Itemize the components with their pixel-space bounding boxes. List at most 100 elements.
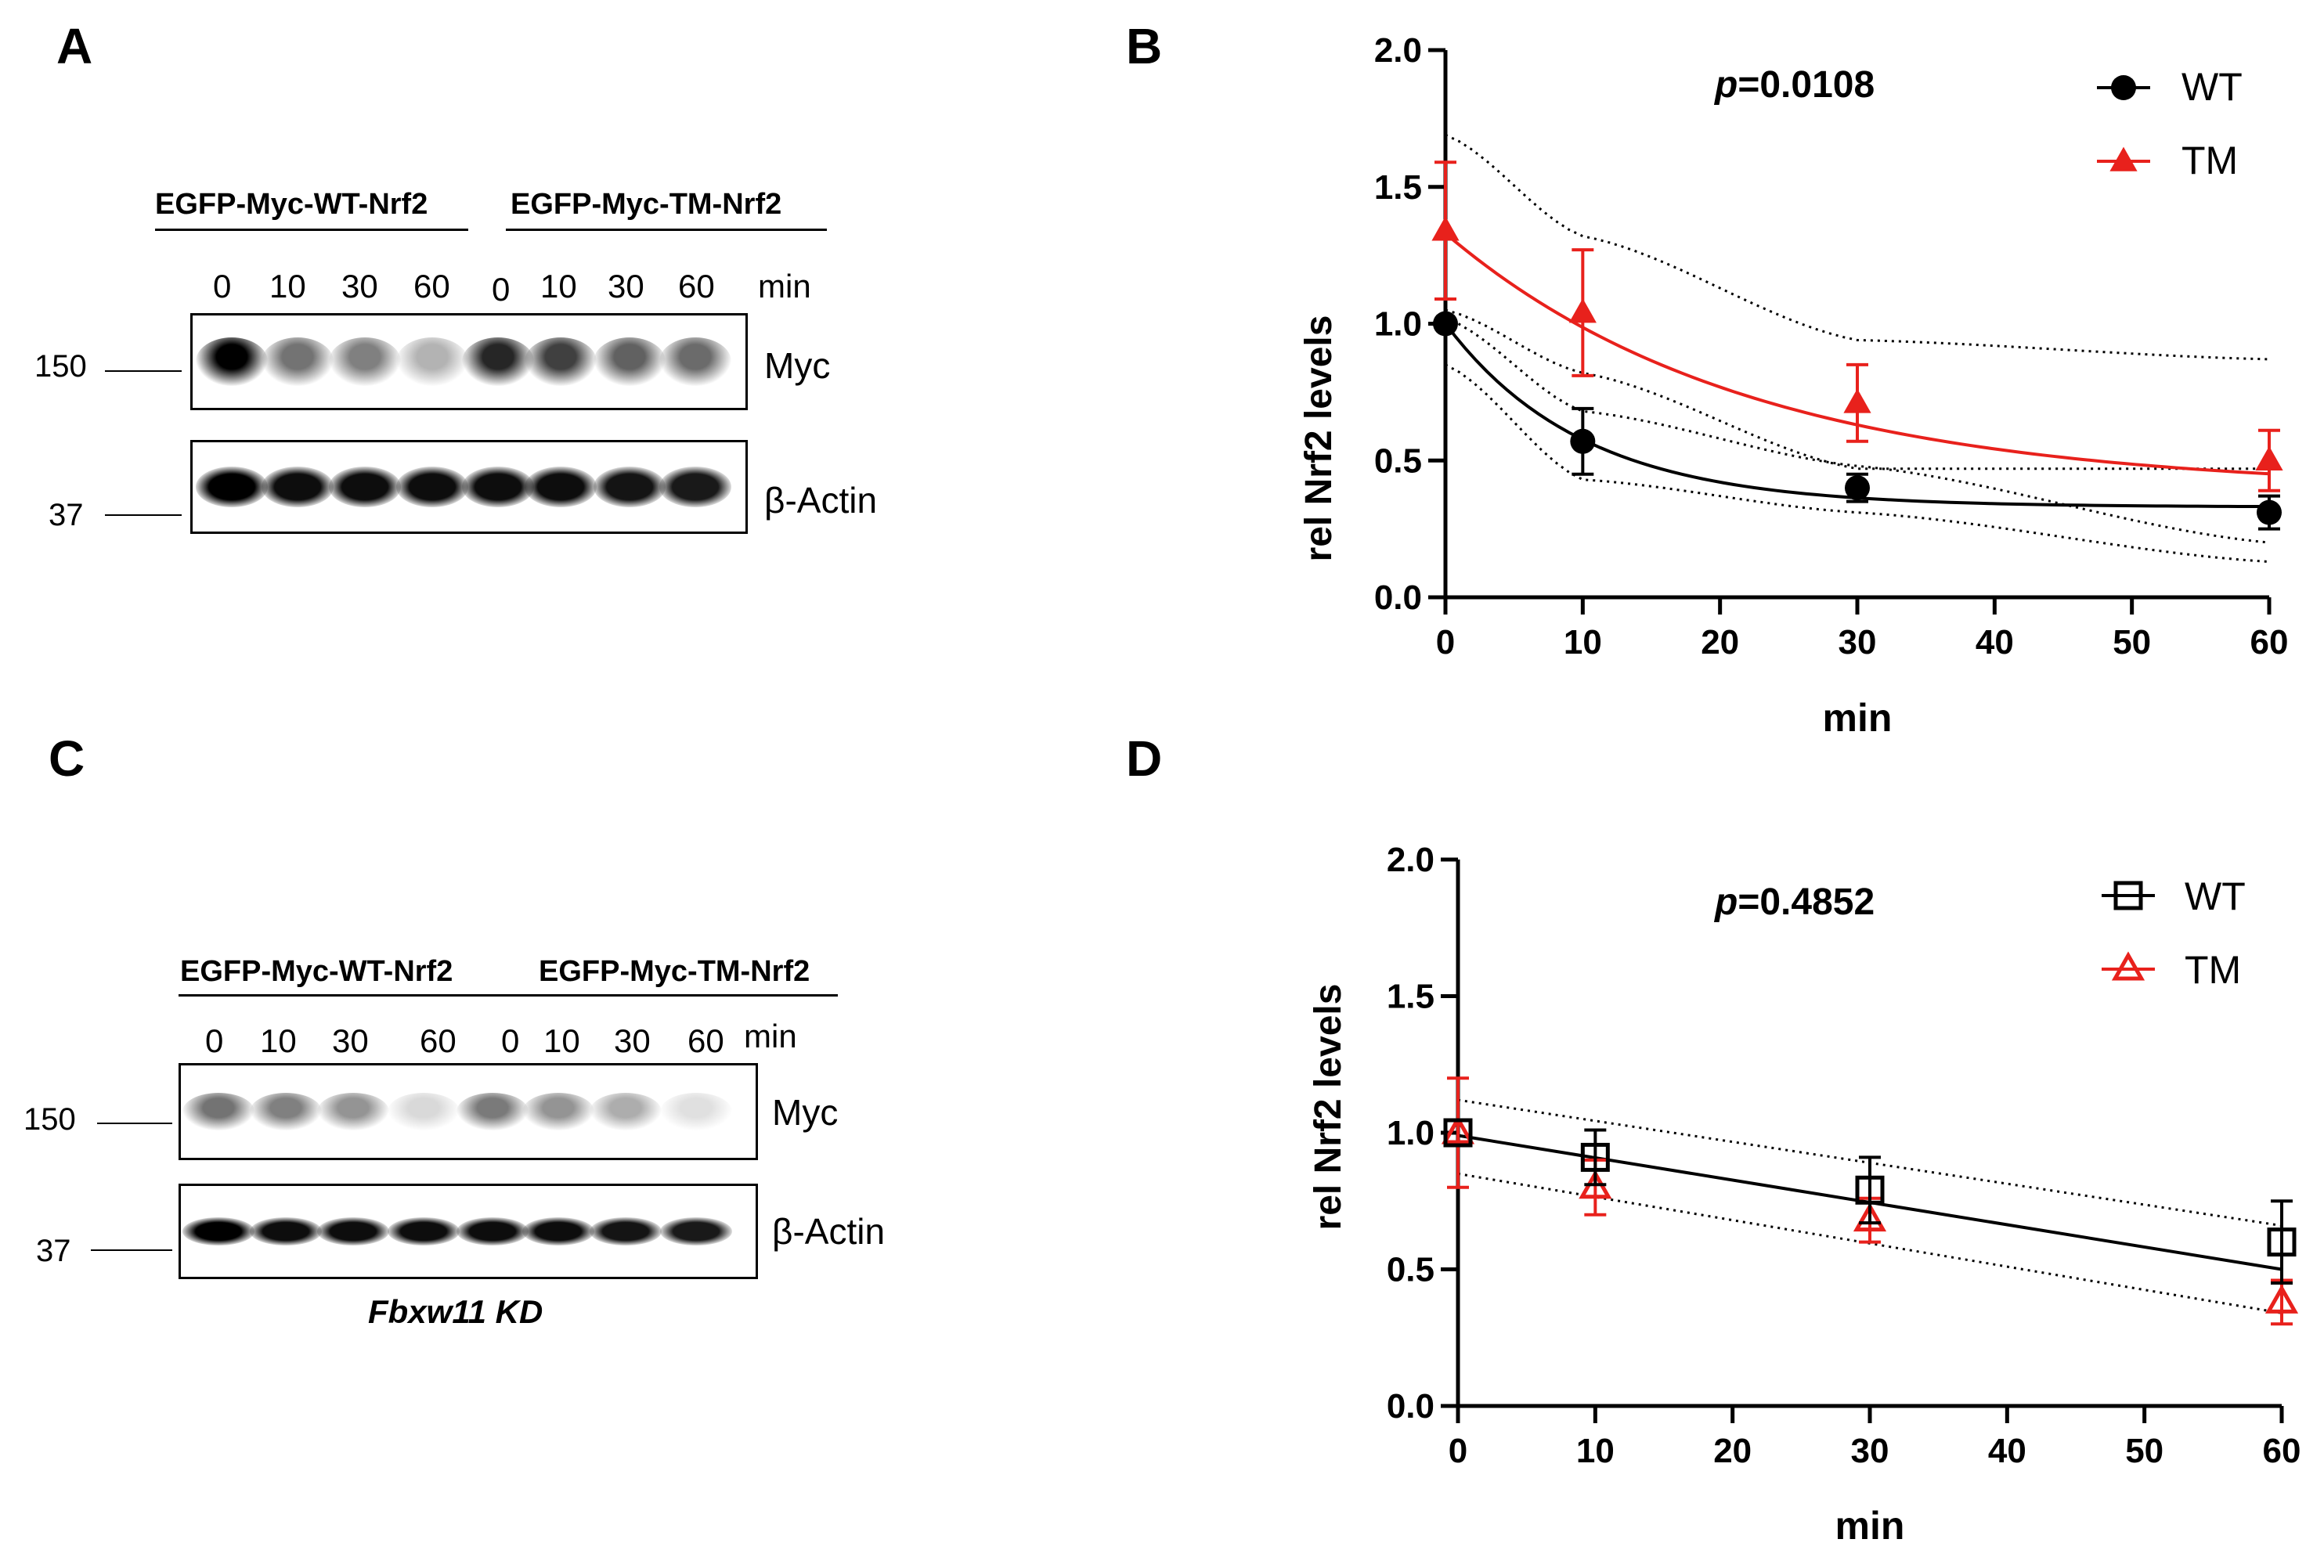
x-tick-label: 10: [1564, 623, 1602, 661]
data-point: [1570, 428, 1596, 454]
blot-band: [250, 1217, 322, 1245]
y-tick-label: 0.0: [1387, 1387, 1434, 1426]
blot-band: [182, 1093, 254, 1130]
blot-band: [456, 1217, 529, 1245]
blot-actin-c: [179, 1184, 758, 1279]
legend-label-tm: TM: [2185, 948, 2241, 992]
x-tick-label: 30: [1851, 1432, 1889, 1470]
x-tick-label: 20: [1713, 1432, 1752, 1470]
y-tick-label: 1.0: [1387, 1114, 1434, 1152]
blot-band: [522, 1093, 594, 1130]
data-point: [2111, 75, 2136, 100]
mw-marker-150: 150: [23, 1102, 76, 1137]
timepoint-label: 60: [687, 1022, 724, 1059]
blot-band: [262, 337, 334, 386]
p-value-annotation: p=0.0108: [1713, 64, 1875, 106]
data-point: [2109, 146, 2138, 171]
data-point: [1443, 1118, 1473, 1148]
data-point: [1853, 1202, 1887, 1232]
x-tick-label: 0: [1436, 623, 1455, 661]
panel-letter-b: B: [1126, 18, 1163, 74]
blot-band: [660, 1217, 732, 1245]
x-tick-label: 50: [2113, 623, 2151, 661]
timepoint-label: 0: [213, 268, 232, 305]
x-tick-label: 40: [1976, 623, 2014, 661]
blot-band: [525, 337, 597, 386]
p-value-symbol: p: [1713, 881, 1738, 923]
y-tick-label: 0.5: [1387, 1251, 1434, 1289]
y-tick-label: 0.0: [1374, 579, 1422, 617]
mw-tick-150: [105, 370, 182, 372]
protein-label-myc: Myc: [772, 1092, 839, 1133]
timepoint-label: 30: [332, 1022, 369, 1059]
x-tick-label: 20: [1701, 623, 1739, 661]
timepoint-label: 30: [614, 1022, 651, 1059]
data-point: [2267, 1227, 2297, 1257]
blot-band: [329, 337, 401, 386]
protein-label-myc: Myc: [764, 345, 831, 386]
data-point: [2264, 1284, 2299, 1314]
blot-myc-c: [179, 1063, 758, 1160]
timepoint-label: 0: [205, 1022, 224, 1059]
mw-tick-37: [105, 514, 182, 516]
header-tm-nrf2: EGFP-Myc-TM-Nrf2: [511, 188, 782, 221]
x-tick-label: 0: [1449, 1432, 1467, 1470]
x-axis-label: min: [1835, 1504, 1905, 1548]
x-tick-label: 10: [1576, 1432, 1615, 1470]
blot-band: [317, 1217, 389, 1245]
timepoint-label: 0: [492, 271, 511, 308]
data-point: [1431, 216, 1460, 241]
data-point: [1441, 1115, 1475, 1144]
blot-band: [196, 337, 268, 386]
blot-band: [590, 1217, 662, 1245]
blot-band: [250, 1093, 322, 1130]
time-unit-label: min: [744, 1018, 797, 1054]
confidence-band-lower: [1445, 363, 2270, 564]
x-tick-label: 50: [2125, 1432, 2163, 1470]
blot-band: [525, 467, 597, 507]
blot-band: [590, 1093, 662, 1130]
blot-band: [659, 467, 731, 507]
blot-band: [594, 337, 666, 386]
header-wt-nrf2: EGFP-Myc-WT-Nrf2: [155, 188, 428, 221]
data-point: [1855, 1175, 1885, 1205]
panel-letter-a: A: [56, 18, 93, 74]
mw-marker-37: 37: [49, 498, 84, 532]
blot-band: [594, 467, 666, 507]
x-tick-label: 60: [2263, 1432, 2301, 1470]
data-point: [2255, 445, 2283, 471]
data-point: [1843, 388, 1871, 413]
y-tick-label: 2.0: [1387, 841, 1434, 879]
timepoint-label: 10: [269, 268, 306, 305]
p-value-annotation: p=0.4852: [1713, 881, 1875, 923]
blot-band: [182, 1217, 254, 1245]
p-value-symbol: p: [1713, 64, 1738, 106]
y-tick-label: 2.0: [1374, 31, 1422, 70]
p-value-text: =0.0108: [1738, 64, 1875, 106]
timepoint-label: 60: [413, 268, 450, 305]
timepoint-label: 60: [678, 268, 715, 305]
blot-band: [317, 1093, 389, 1130]
data-point: [2111, 951, 2145, 981]
timepoint-label: 0: [501, 1022, 520, 1059]
blot-band: [462, 337, 534, 386]
y-tick-label: 0.5: [1374, 442, 1422, 480]
mw-tick-37: [91, 1249, 172, 1251]
blot-band: [396, 337, 468, 386]
plot-area-d: 0.0 0.5 1.0 1.5 2.0 0 10 20 30 40 50 60: [1387, 841, 2301, 1470]
header-tm-underline: [506, 229, 827, 231]
data-point: [1845, 475, 1870, 501]
blot-band: [659, 337, 731, 386]
blot-band: [462, 467, 534, 507]
blot-band: [196, 467, 268, 507]
timepoint-label: 10: [260, 1022, 297, 1059]
y-tick-label: 1.5: [1387, 978, 1434, 1016]
blot-band: [522, 1217, 594, 1245]
x-tick-label: 30: [1839, 623, 1877, 661]
plot-area-b: 0.0 0.5 1.0 1.5 2.0 0 10 20 30 40 50 60: [1374, 31, 2289, 661]
protein-label-actin: β-Actin: [772, 1211, 886, 1252]
blot-myc-a: [190, 313, 748, 410]
data-point: [1580, 1142, 1610, 1172]
timepoint-label: 10: [543, 1022, 580, 1059]
